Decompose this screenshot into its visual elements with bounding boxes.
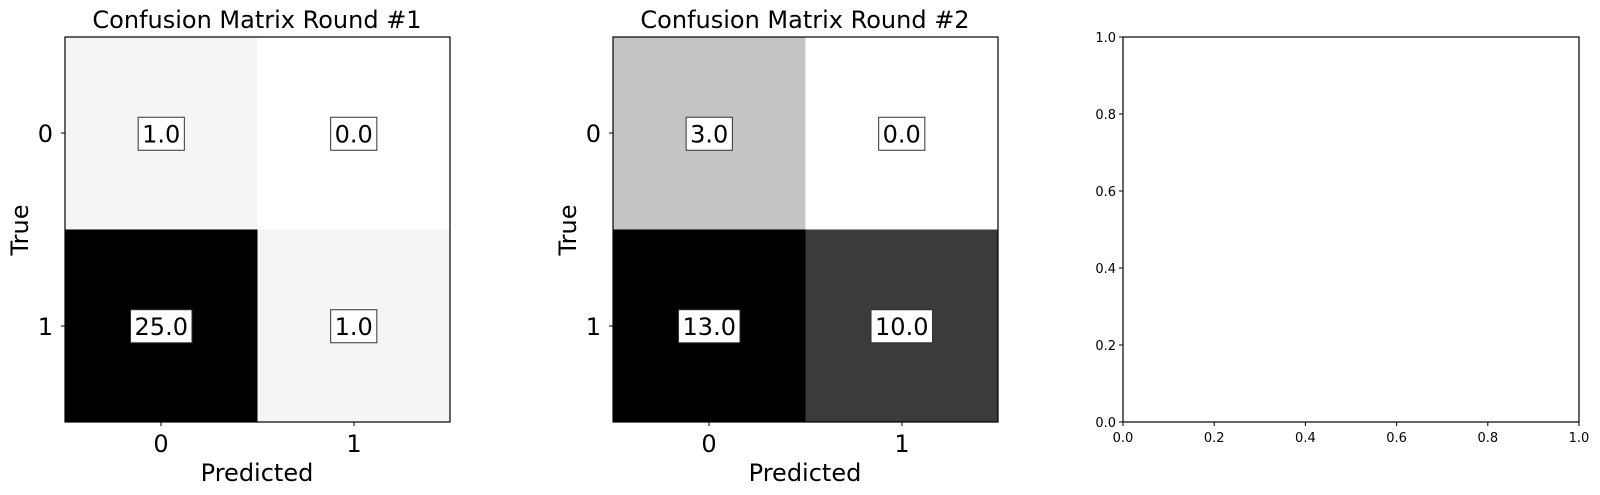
panel3-ytick-4: 0.8 [1095,108,1116,123]
panel2-cell-label-1-1: 10.0 [875,313,928,341]
panel-confusion-matrix-1: Confusion Matrix Round #1 1.0 0.0 25.0 1.0 … [6,6,451,487]
panel2-ytick-0: 0 [586,120,601,148]
panel1-cells: 1.0 0.0 25.0 1.0 [65,37,450,422]
panel3-xtick-1: 0.2 [1204,431,1225,446]
panel1-title: Confusion Matrix Round #1 [92,6,421,34]
panel-confusion-matrix-2: Confusion Matrix Round #2 3.0 0.0 13.0 10.0… [554,6,999,487]
panel2-xtick-0: 0 [701,430,716,458]
panel2-ytick-1: 1 [586,313,601,341]
panel1-xtick-0: 0 [153,430,168,458]
panel3-xtick-0: 0.0 [1113,431,1134,446]
panel3-xtick-4: 0.8 [1477,431,1498,446]
panel1-ytick-0: 0 [38,120,53,148]
panel1-xtick-1: 1 [346,430,361,458]
panel3-ytick-5: 1.0 [1095,31,1116,46]
panel3-ytick-3: 0.6 [1095,185,1116,200]
panel2-cell-label-0-1: 0.0 [883,120,921,148]
panel3-xtick-3: 0.6 [1386,431,1407,446]
panel3-ytick-2: 0.4 [1095,262,1116,277]
panel1-cell-label-box-1-0 [130,309,193,344]
panel-empty-axes: 0.0 0.2 0.4 0.6 0.8 1.0 0.0 0.2 0.4 0.6 0.8 1.0 [1095,31,1589,446]
panel2-ylabel: True [554,205,582,257]
panel3-ytick-1: 0.2 [1095,339,1116,354]
panel2-xlabel: Predicted [749,459,862,487]
panel1-cell-label-box-0-0 [137,116,185,151]
panel1-cell-label-0-1: 0.0 [335,120,373,148]
panel2-title: Confusion Matrix Round #2 [640,6,969,34]
panel3-ytick-0: 0.0 [1095,416,1116,431]
panel2-cell-label-box-0-1 [878,116,926,151]
panel1-cell-label-1-0: 25.0 [135,313,188,341]
panel1-ylabel: True [6,205,34,257]
panel2-frame [612,36,999,423]
panel2-xtick-1: 1 [894,430,909,458]
panel1-cell-label-1-1: 1.0 [335,313,373,341]
panel1-cell-label-0-0: 1.0 [142,120,180,148]
panel1-cell-label-box-1-1 [330,309,378,344]
panel2-cell-label-box-0-0 [685,116,733,151]
panel3-ticks: 0.0 0.2 0.4 0.6 0.8 1.0 0.0 0.2 0.4 0.6 0.8 1.0 [1095,31,1589,446]
panel3-frame [1122,36,1580,423]
panel3-xtick-5: 1.0 [1569,431,1590,446]
panel2-cell-label-0-0: 3.0 [690,120,728,148]
panel2-cell-label-box-1-1 [870,309,933,344]
panel1-ytick-1: 1 [38,313,53,341]
panel1-cell-label-box-0-1 [330,116,378,151]
panel1-frame [64,36,451,423]
panel2-cell-label-box-1-0 [678,309,741,344]
panel1-xlabel: Predicted [201,459,314,487]
panel2-cells: 3.0 0.0 13.0 10.0 [613,37,998,422]
panel3-xtick-2: 0.4 [1295,431,1316,446]
panel2-cell-label-1-0: 13.0 [683,313,736,341]
